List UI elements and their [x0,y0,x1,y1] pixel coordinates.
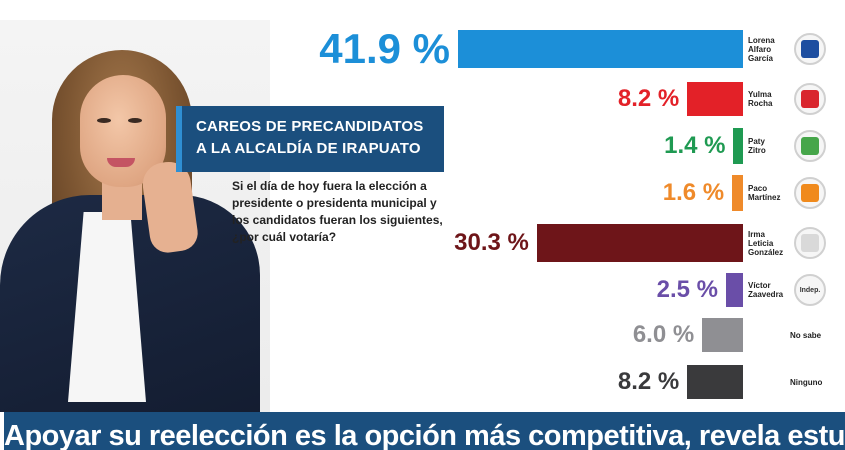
footer-banner: Apoyar su reelección es la opción más co… [4,412,845,450]
candidate-name-line: Leticia [748,238,774,248]
value-label-5: 2.5 % [656,276,718,304]
candidate-name-0: Lorena Alfaro García [748,36,800,63]
candidate-name-5: Víctor Zaavedra [748,281,800,299]
bar-4 [536,224,743,262]
badge-label: Indep. [799,286,821,294]
bar-1 [687,82,743,116]
candidate-name-line: Zitro [748,146,766,155]
bar-0 [458,30,743,68]
candidate-name-line: Yulma [748,90,772,99]
candidate-name-line: Paco [748,184,768,193]
value-label-7: 8.2 % [617,368,680,396]
bar-7 [687,365,743,399]
photo-shirt [68,212,146,402]
bar-3 [732,175,743,211]
candidate-name-line: Alfaro [748,44,772,54]
candidate-name-line: Zaavedra [748,290,784,299]
candidate-name-line: Víctor [748,281,771,290]
headline: Apoyar su reelección es la opción más co… [4,420,845,450]
candidate-name-line: Rocha [748,99,773,108]
candidate-name-4: Irma Leticia González [748,230,800,257]
photo-mouth [107,158,135,167]
candidate-name-line: Martínez [748,193,781,202]
photo-eye-left [97,118,111,123]
pri-logo-icon [794,83,826,115]
badge-mark [801,90,819,108]
bar-2 [733,128,743,164]
pvem-logo-icon [794,130,826,162]
candidate-name-7: Ninguno [790,378,842,387]
candidate-name-1: Yulma Rocha [748,90,800,108]
value-label-3: 1.6 % [662,179,725,207]
mc-logo-icon [794,177,826,209]
title-line-2: A LA ALCALDÍA DE IRAPUATO [196,140,421,157]
bar-6 [702,318,743,352]
badge-mark [801,184,819,202]
badge-mark [801,40,819,58]
candidate-name-2: Paty Zitro [748,137,800,155]
badge-mark [801,234,819,252]
bar-5 [725,273,743,307]
value-label-6: 6.0 % [632,321,695,349]
candidate-name-line: Paty [748,137,765,146]
value-label-0: 41.9 % [319,24,450,72]
candidate-name-line: No sabe [790,330,822,340]
candidate-name-3: Paco Martínez [748,184,800,202]
value-label-2: 1.4 % [664,132,726,160]
candidate-name-line: García [748,53,773,63]
survey-question: Si el día de hoy fuera la elección a pre… [232,179,443,244]
candidate-name-line: Irma [748,229,765,239]
badge-mark [801,137,819,155]
title-box: CAREOS DE PRECANDIDATOS A LA ALCALDÍA DE… [176,106,444,172]
candidate-name-line: González [748,247,784,257]
blank-logo-icon [794,227,826,259]
candidate-name-line: Ninguno [790,377,823,387]
value-label-1: 8.2 % [617,85,680,113]
photo-eye-right [128,118,142,123]
indep-logo-icon: Indep. [794,274,826,306]
title-line-1: CAREOS DE PRECANDIDATOS [196,118,424,135]
value-label-4: 30.3 % [454,229,529,257]
candidate-name-line: Lorena [748,35,775,45]
candidate-name-6: No sabe [790,331,842,340]
candidate-photo [0,20,270,412]
pan-logo-icon [794,33,826,65]
